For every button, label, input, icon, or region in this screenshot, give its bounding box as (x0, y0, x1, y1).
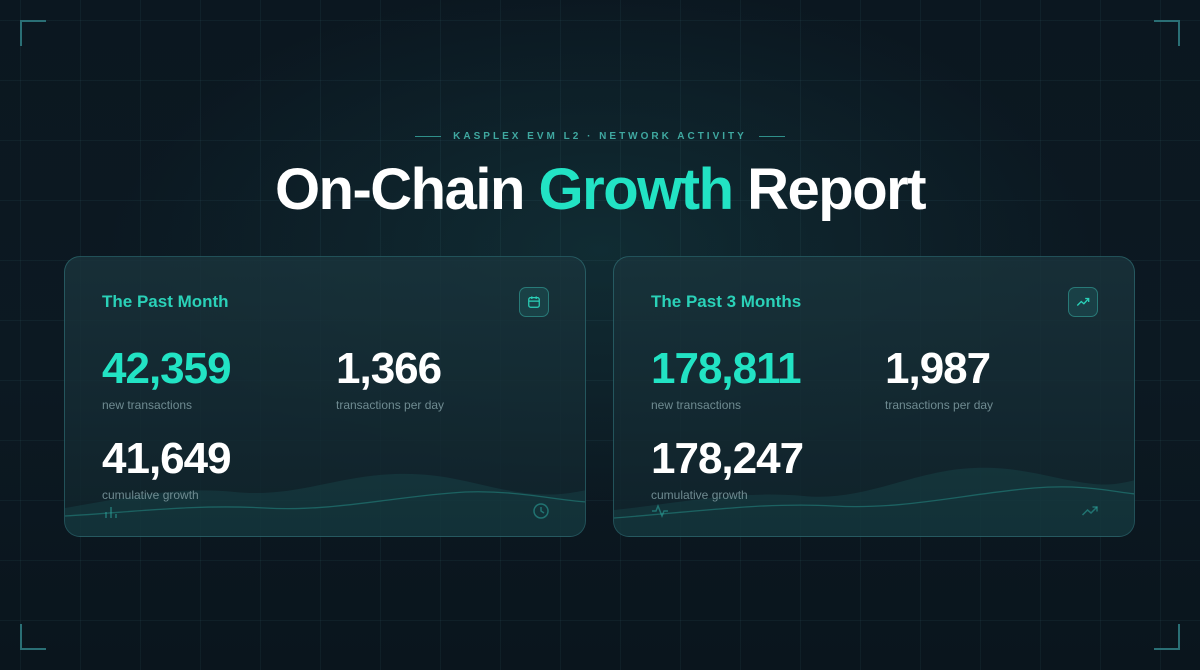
per-day-value: 1,987 (885, 344, 991, 393)
corner-bracket-bottom-right (1154, 624, 1180, 650)
cumulative-value: 41,649 (102, 434, 232, 483)
card-title: The Past Month (102, 292, 229, 311)
per-day-label: transactions per day (336, 398, 445, 412)
card-past-month: The Past Month 42,359 new transactions 1… (64, 256, 586, 537)
trending-up-icon (1068, 287, 1098, 317)
cumulative-label: cumulative growth (102, 488, 199, 502)
corner-bracket-top-left (20, 20, 46, 46)
eyebrow-line-right (758, 136, 785, 137)
new-transactions-value: 178,811 (651, 344, 802, 393)
activity-pulse-icon (652, 503, 668, 519)
per-day-value: 1,366 (336, 344, 442, 393)
title-part-3: Report (747, 157, 926, 222)
bar-chart-icon (105, 507, 117, 518)
cumulative-label: cumulative growth (651, 488, 748, 502)
corner-bracket-bottom-left (20, 624, 46, 650)
corner-bracket-top-right (1154, 20, 1180, 46)
card-title: The Past 3 Months (651, 292, 802, 311)
eyebrow-line-left (415, 136, 442, 137)
title-accent: Growth (538, 157, 734, 222)
page-title: On-Chain Growth Report (0, 156, 1200, 223)
decorative-wave (614, 467, 1134, 536)
eyebrow-text: KASPLEX EVM L2 · NETWORK ACTIVITY (453, 131, 747, 142)
trending-up-icon (1081, 506, 1098, 516)
eyebrow: KASPLEX EVM L2 · NETWORK ACTIVITY (0, 131, 1200, 142)
clock-icon (533, 503, 549, 519)
decorative-wave (65, 473, 585, 536)
new-transactions-label: new transactions (651, 398, 742, 412)
card-past-3-months: The Past 3 Months 178,811 new transactio… (613, 256, 1135, 537)
calendar-icon (519, 287, 549, 317)
per-day-label: transactions per day (885, 398, 994, 412)
new-transactions-value: 42,359 (102, 344, 232, 393)
cumulative-value: 178,247 (651, 434, 804, 483)
new-transactions-label: new transactions (102, 398, 193, 412)
title-part-1: On-Chain (274, 157, 525, 222)
